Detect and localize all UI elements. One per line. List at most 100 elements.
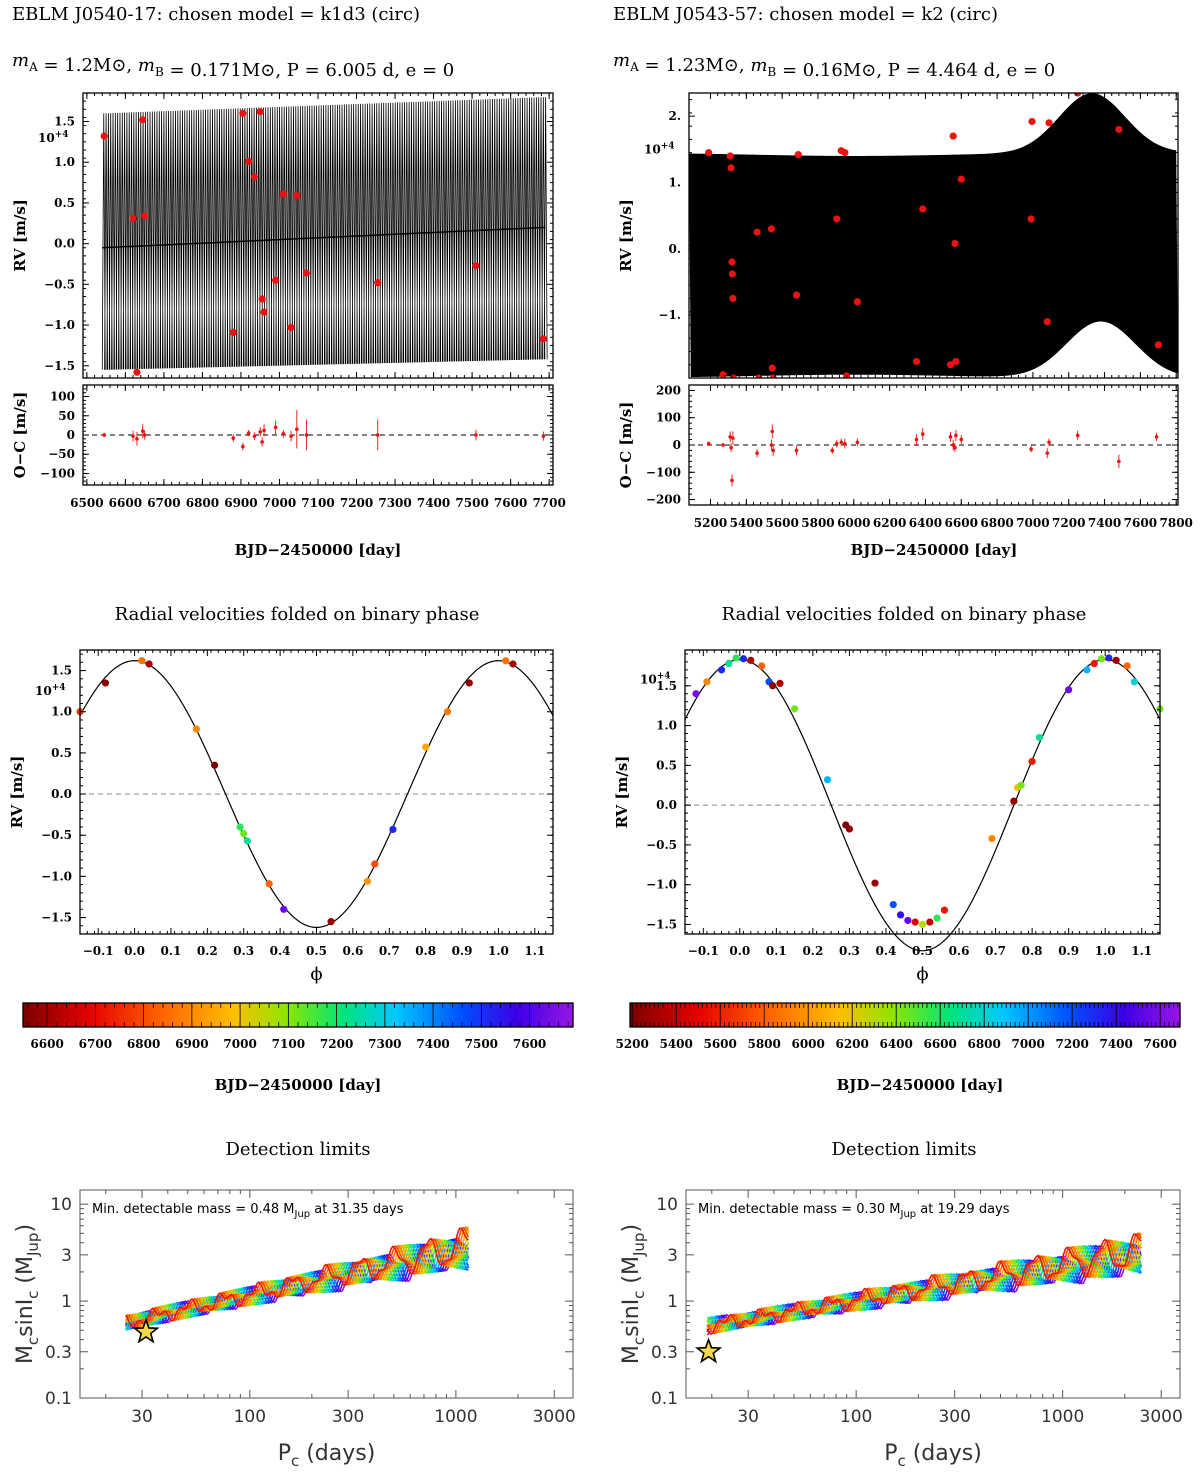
rv-data-point (1115, 125, 1123, 134)
tspan: M (13, 1345, 38, 1364)
detection-limit-curve (706, 1233, 1142, 1336)
rv-data-point (141, 212, 149, 220)
colorbar-cell (1170, 1003, 1177, 1027)
rv-data-point (728, 258, 736, 266)
oc-data-point (135, 437, 139, 441)
x-tick-label: 6000 (837, 516, 870, 530)
rv-model (689, 93, 1178, 378)
colorbar-cell (1129, 1003, 1135, 1027)
oc-y-tick-label: 200 (656, 383, 681, 397)
colorbar-cell (105, 1003, 111, 1027)
colorbar-cell (165, 1003, 171, 1027)
phase-model-curve (79, 660, 554, 929)
colorbar-cell (1028, 1003, 1034, 1027)
phase-data-point (192, 725, 201, 733)
rv-data-point (728, 270, 736, 278)
tspan: at 19.29 days (916, 1202, 1010, 1217)
colorbar-cell (1106, 1003, 1112, 1027)
colorbar-cell (41, 1003, 47, 1027)
phase-x-tick-label: 0.8 (415, 944, 436, 958)
phase-y-axis-label: RV [m/s] (613, 756, 631, 829)
tspan: (M (619, 1256, 644, 1291)
tspan: Jup (900, 1209, 917, 1220)
colorbar-tick-label: 5400 (659, 1037, 692, 1051)
x-tick-label: 6900 (224, 496, 257, 510)
colorbar-cell (964, 1003, 970, 1027)
phase-data-point (243, 837, 251, 845)
rv-frame (688, 92, 1179, 379)
oc-data-point (830, 448, 835, 453)
x-tick-label: 5600 (765, 516, 798, 530)
colorbar-cell (772, 1003, 778, 1027)
rv-y-tick-label: 1.5 (54, 115, 75, 129)
detection-curves (706, 1232, 1142, 1336)
x-tick-label: 6200 (873, 516, 906, 530)
colorbar-cell (1060, 1003, 1067, 1027)
colorbar-cell (385, 1003, 391, 1027)
rv-y-tick-label: 0. (668, 242, 681, 256)
colorbar-cell (550, 1003, 556, 1027)
oc-data-point (951, 443, 956, 447)
colorbar-cell (210, 1003, 217, 1027)
colorbar-cell (795, 1003, 801, 1027)
rv-data-point (952, 357, 960, 366)
phase-x-tick-label: 1.0 (488, 944, 509, 958)
colorbar-cell (845, 1003, 851, 1027)
tspan: +4 (55, 130, 69, 140)
colorbar-cell (689, 1003, 695, 1027)
colorbar-cell (740, 1003, 746, 1027)
rv-data-point (794, 151, 802, 159)
tspan: = 0.171M⊙, P = 6.005 d, e = 0 (164, 60, 455, 81)
tspan: c (291, 1452, 299, 1470)
phase-y-tick-label: 1.0 (656, 719, 677, 733)
colorbar-cell (1019, 1003, 1025, 1027)
colorbar-cell (872, 1003, 879, 1027)
phase-data-point (101, 679, 110, 687)
colorbar-cell (412, 1003, 418, 1027)
colorbar-cell (302, 1003, 308, 1027)
x-tick-label: 7200 (340, 496, 373, 510)
rv-y-tick-label: 1.0 (54, 155, 75, 169)
colorbar-cell (1083, 1003, 1089, 1027)
oc-data-point (1029, 447, 1033, 451)
rv-model-band (689, 93, 1178, 378)
phase-data-point (138, 657, 146, 665)
colorbar-cell (817, 1003, 824, 1027)
tspan: (M (13, 1256, 38, 1291)
oc-y-axis-label: O−C [m/s] (11, 392, 29, 479)
rv-data-point (250, 173, 259, 181)
dl-y-tick-label: 0.3 (651, 1343, 678, 1363)
rv-data-point (957, 175, 965, 183)
colorbar-cell (987, 1003, 993, 1027)
tspan: (days) (906, 1441, 982, 1466)
oc-y-tick-label: 100 (50, 390, 75, 404)
colorbar-cell (859, 1003, 865, 1027)
colorbar-cell (827, 1003, 833, 1027)
colorbar-cell (91, 1003, 97, 1027)
colorbar-tick-label: 7100 (272, 1037, 305, 1051)
rv-data-point (951, 239, 959, 248)
colorbar-cell (854, 1003, 860, 1027)
colorbar-cell (666, 1003, 672, 1027)
colorbar-tick-label: 7500 (465, 1037, 498, 1051)
colorbar-cell (430, 1003, 437, 1027)
phase-data-point (739, 655, 748, 663)
colorbar-cell (946, 1003, 952, 1027)
panel-right: EBLM J0543-57: chosen model = k2 (circ) m… (613, 4, 1193, 1470)
colorbar-cell (1143, 1003, 1149, 1027)
figure-title: EBLM J0543-57: chosen model = k2 (circ) (613, 4, 998, 25)
colorbar-cell (982, 1003, 989, 1027)
phase-data-point (1097, 655, 1106, 663)
colorbar-cell (426, 1003, 432, 1027)
colorbar-cell (717, 1003, 723, 1027)
colorbar-cell (909, 1003, 915, 1027)
rv-data-point (767, 225, 775, 233)
colorbar-cell (762, 1003, 769, 1027)
colorbar-cell (233, 1003, 240, 1027)
colorbar-cell (643, 1003, 649, 1027)
colorbar-cell (932, 1003, 938, 1027)
phase-data-point (363, 877, 372, 885)
detection-limits-plot: Detection limits 30 100 300 1000 3000 0.1 0.3 1 3… (619, 1139, 1183, 1470)
phase-x-tick-label: 0.3 (839, 944, 860, 958)
colorbar-cell (927, 1003, 934, 1027)
